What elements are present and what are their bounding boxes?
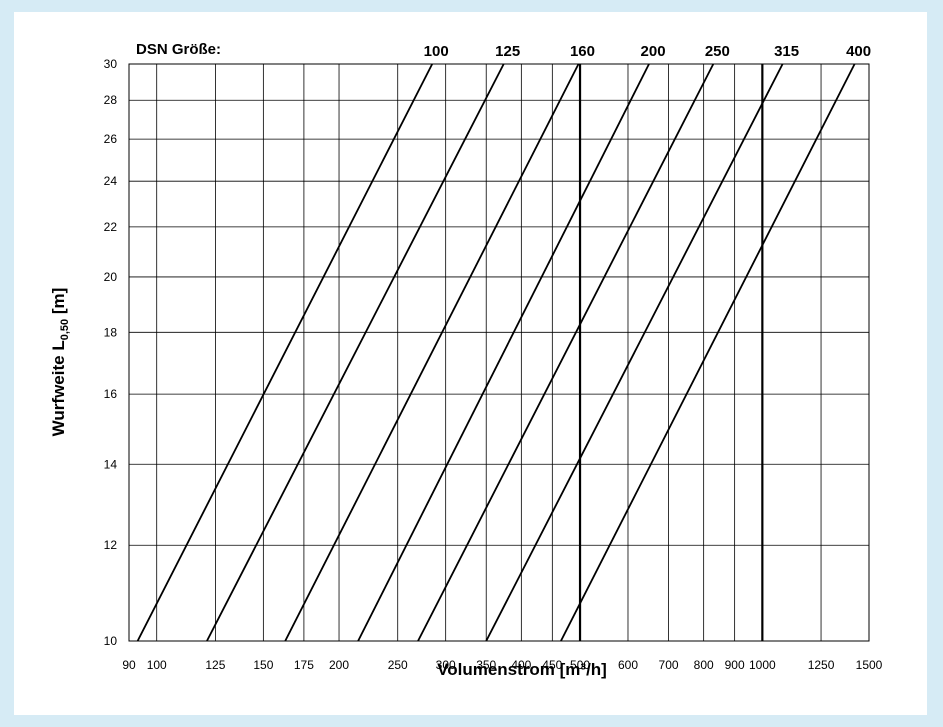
y-tick-label-30: 30 <box>104 57 118 71</box>
series-label-125: 125 <box>495 43 520 60</box>
series-line-315 <box>485 63 784 642</box>
x-tick-label-900: 900 <box>725 658 745 672</box>
throw-distance-chart: 90 100 125 150 175 200 250 300 350 400 450 500 600 70… <box>49 41 883 679</box>
series-line-125 <box>206 63 505 642</box>
y-tick-label-20: 20 <box>104 270 118 284</box>
x-tick-label-125: 125 <box>205 658 225 672</box>
x-tick-label-200: 200 <box>329 658 349 672</box>
series-label-100: 100 <box>424 43 449 60</box>
series-line-400 <box>560 63 856 642</box>
x-tick-label-450: 450 <box>542 658 562 672</box>
y-tick-label-16: 16 <box>104 387 118 401</box>
x-tick-label-500: 500 <box>570 658 590 672</box>
y-tick-label-22: 22 <box>104 220 118 234</box>
y-tick-label-18: 18 <box>104 325 118 339</box>
series-label-200: 200 <box>641 43 666 60</box>
series-label-250: 250 <box>705 43 730 60</box>
x-tick-labels: 90 100 125 150 175 200 250 300 350 400 450 500 600 70… <box>122 658 882 672</box>
y-tick-label-24: 24 <box>104 174 118 188</box>
y-tick-label-28: 28 <box>104 93 118 107</box>
x-axis-label: Volumenstrom [m³/h] <box>437 660 607 679</box>
series-line-160 <box>284 63 580 642</box>
reference-lines <box>578 64 764 641</box>
x-tick-label-175: 175 <box>294 658 314 672</box>
x-tick-label-1250: 1250 <box>808 658 835 672</box>
y-tick-labels: 10 12 14 16 18 20 22 24 26 28 30 <box>104 57 118 648</box>
x-tick-label-90: 90 <box>122 658 136 672</box>
series-line-200 <box>357 63 650 642</box>
x-tick-label-700: 700 <box>659 658 679 672</box>
series-label-315: 315 <box>774 43 799 60</box>
series-line-100 <box>136 63 434 642</box>
series-lines <box>136 63 856 642</box>
x-tick-label-400: 400 <box>511 658 531 672</box>
x-tick-label-1000: 1000 <box>749 658 776 672</box>
x-tick-label-300: 300 <box>436 658 456 672</box>
series-label-160: 160 <box>570 43 595 60</box>
grid <box>128 63 870 642</box>
series-line-250 <box>417 63 715 642</box>
y-axis-label: Wurfweite L0,50 [m] <box>49 288 71 437</box>
x-tick-label-350: 350 <box>476 658 496 672</box>
x-tick-label-1500: 1500 <box>856 658 883 672</box>
plot-border <box>128 63 870 642</box>
x-tick-label-150: 150 <box>253 658 273 672</box>
y-tick-label-26: 26 <box>104 132 118 146</box>
series-labels: 100 125 160 200 250 315 400 <box>424 43 871 60</box>
legend-title: DSN Größe: <box>136 41 221 58</box>
x-tick-label-100: 100 <box>147 658 167 672</box>
chart-frame: 90 100 125 150 175 200 250 300 350 400 450 500 600 70… <box>14 12 927 715</box>
y-tick-label-10: 10 <box>104 634 118 648</box>
x-tick-label-250: 250 <box>388 658 408 672</box>
y-tick-label-14: 14 <box>104 457 118 471</box>
y-tick-label-12: 12 <box>104 538 118 552</box>
x-tick-label-800: 800 <box>694 658 714 672</box>
series-label-400: 400 <box>846 43 871 60</box>
x-tick-label-600: 600 <box>618 658 638 672</box>
